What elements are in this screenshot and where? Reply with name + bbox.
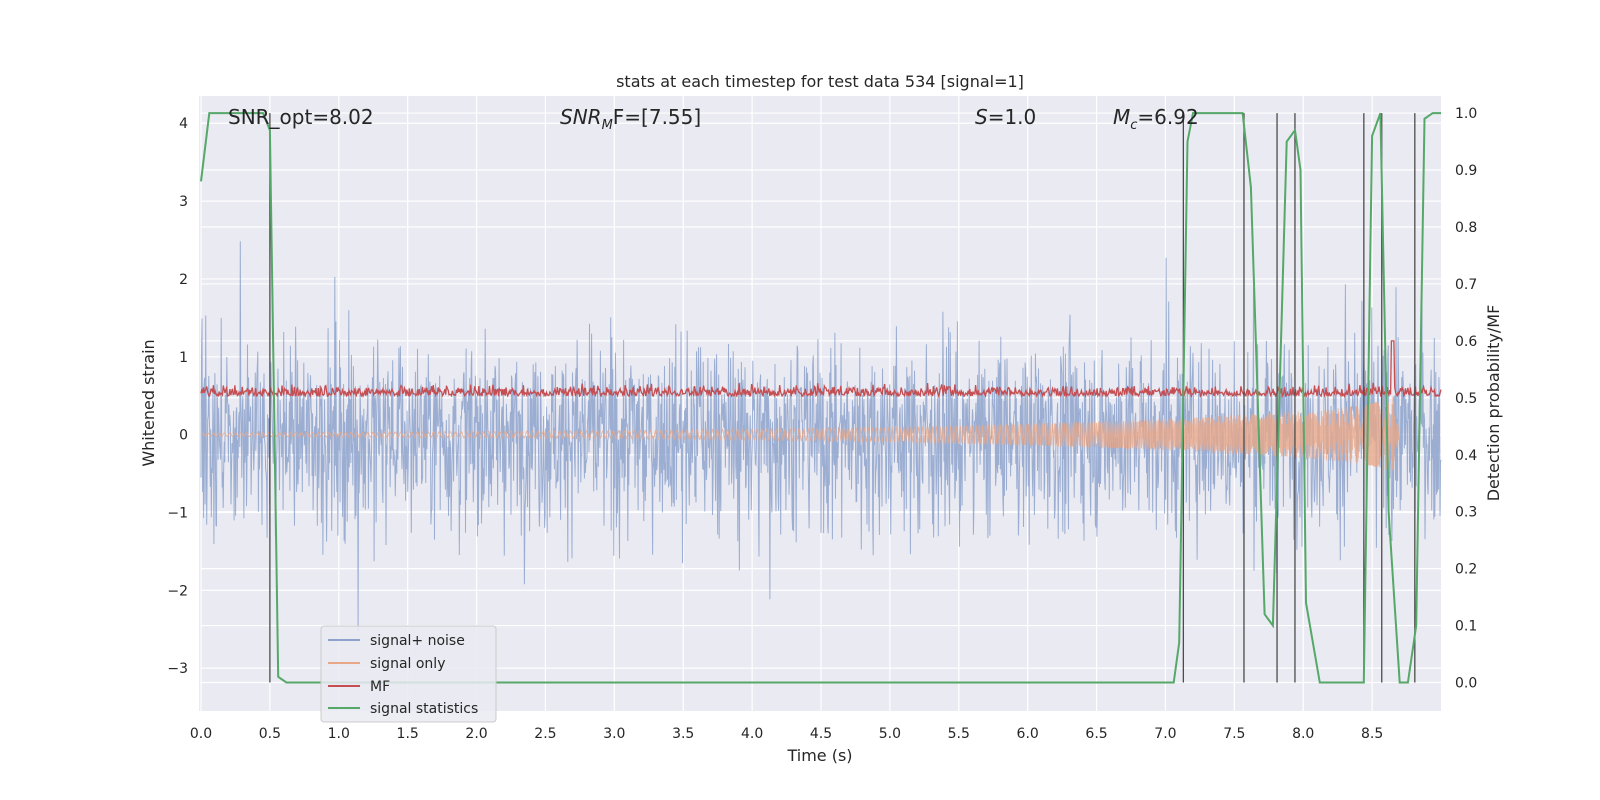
x-tick-label: 3.0 xyxy=(603,726,625,742)
series-signal-only xyxy=(200,396,1401,472)
x-tick-label: 6.0 xyxy=(1017,726,1039,742)
series-signal-noise xyxy=(200,241,1442,632)
y-left-tick-label: −1 xyxy=(167,505,188,521)
x-tick-label: 4.5 xyxy=(810,726,832,742)
y-right-tick-label: 0.9 xyxy=(1455,163,1477,179)
x-tick-label: 1.0 xyxy=(328,726,350,742)
y-right-tick-label: 1.0 xyxy=(1455,106,1477,122)
y-left-tick-label: 4 xyxy=(179,116,188,132)
y-left-tick-label: 1 xyxy=(179,350,188,366)
mf-line xyxy=(200,340,1442,399)
series-mf xyxy=(200,340,1442,399)
y-right-tick-labels: 1.0 0.9 0.8 0.7 0.6 0.5 0.4 0.3 0.2 0.1 0.0 xyxy=(1455,106,1477,691)
annotation-mc: Mc=6.92 xyxy=(1113,105,1199,133)
x-tick-label: 8.5 xyxy=(1361,726,1383,742)
annotation-snr-opt: SNR_opt=8.02 xyxy=(228,105,374,129)
legend-label-signal-statistics: signal statistics xyxy=(370,701,478,717)
y-left-tick-label: 3 xyxy=(179,194,188,210)
x-tick-label: 7.5 xyxy=(1223,726,1245,742)
y-right-tick-label: 0.3 xyxy=(1455,505,1477,521)
legend-label-signal-noise: signal+ noise xyxy=(370,633,465,649)
y-right-axis-title: Detection probability/MF xyxy=(1484,305,1503,502)
x-tick-label: 8.0 xyxy=(1292,726,1314,742)
legend-label-signal-only: signal only xyxy=(370,656,445,672)
grid xyxy=(200,96,1443,711)
x-axis-title: Time (s) xyxy=(786,746,852,765)
signal-only-line xyxy=(200,396,1401,472)
legend-box xyxy=(320,625,497,723)
y-left-tick-label: 2 xyxy=(179,272,188,288)
x-tick-label: 3.5 xyxy=(672,726,694,742)
y-left-axis-title: Whitened strain xyxy=(139,339,158,466)
y-right-tick-label: 0.7 xyxy=(1455,277,1477,293)
legend-label-mf: MF xyxy=(370,679,390,695)
chart-title: stats at each timestep for test data 534… xyxy=(616,72,1024,91)
signal-statistics-line xyxy=(200,112,1441,684)
y-right-tick-label: 0.0 xyxy=(1455,676,1477,692)
x-tick-label: 2.0 xyxy=(465,726,487,742)
y-left-tick-label: −2 xyxy=(167,583,188,599)
x-tick-label: 0.5 xyxy=(259,726,281,742)
x-tick-label: 1.5 xyxy=(397,726,419,742)
y-left-tick-label: 0 xyxy=(179,428,188,444)
legend: signal+ noise signal only MF signal stat… xyxy=(320,625,497,723)
x-tick-label: 7.0 xyxy=(1154,726,1176,742)
x-tick-labels: 0.0 0.5 1.0 1.5 2.0 2.5 3.0 3.5 4.0 4.5 5.0 5.5 6.0 6… xyxy=(190,726,1383,742)
y-left-tick-label: −3 xyxy=(167,661,188,677)
x-tick-label: 2.5 xyxy=(534,726,556,742)
x-tick-label: 4.0 xyxy=(741,726,763,742)
y-right-tick-label: 0.8 xyxy=(1455,220,1477,236)
x-tick-label: 6.5 xyxy=(1085,726,1107,742)
annotation-snr-mf: SNRMF=[7.55] xyxy=(560,105,701,133)
series-signal-statistics xyxy=(200,112,1441,684)
y-right-tick-label: 0.4 xyxy=(1455,448,1477,464)
x-tick-label: 5.0 xyxy=(879,726,901,742)
y-right-tick-label: 0.6 xyxy=(1455,334,1477,350)
x-tick-label: 5.5 xyxy=(948,726,970,742)
y-right-tick-label: 0.5 xyxy=(1455,391,1477,407)
annotation-s: S=1.0 xyxy=(975,105,1036,129)
y-right-tick-label: 0.1 xyxy=(1455,619,1477,635)
x-tick-label: 0.0 xyxy=(190,726,212,742)
y-right-tick-label: 0.2 xyxy=(1455,562,1477,578)
y-left-tick-labels: 4 3 2 1 0 −1 −2 −3 xyxy=(167,116,188,677)
signal-noise-line xyxy=(200,241,1442,632)
